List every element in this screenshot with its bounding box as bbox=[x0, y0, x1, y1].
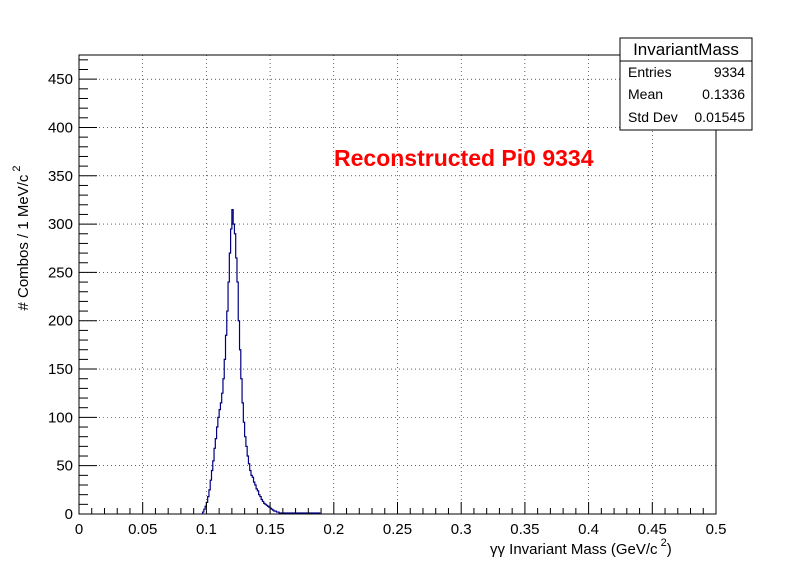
y-tick-label: 150 bbox=[48, 361, 73, 378]
x-tick-label: 0.05 bbox=[128, 521, 157, 538]
y-tick-label: 200 bbox=[48, 313, 73, 330]
stats-box: InvariantMass Entries 9334 Mean 0.1336 S… bbox=[619, 37, 753, 131]
y-axis: 0 50 100 150 200 250 300 350 400 450 bbox=[48, 59, 97, 523]
y-tick-label: 250 bbox=[48, 264, 73, 281]
stats-value-stddev: 0.01545 bbox=[694, 109, 745, 125]
stats-title: InvariantMass bbox=[633, 40, 739, 59]
x-tick-label: 0.15 bbox=[255, 521, 284, 538]
y-tick-label: 400 bbox=[48, 119, 73, 136]
x-axis-title-sup: 2 bbox=[661, 537, 667, 549]
y-tick-label: 0 bbox=[65, 506, 73, 523]
x-axis: 0 0.05 0.1 0.15 0.2 0.25 0.3 0.35 0.4 0.45 0.5 bbox=[75, 502, 727, 538]
histogram-line bbox=[201, 209, 321, 514]
stats-box-frame bbox=[619, 37, 753, 131]
stats-label-entries: Entries bbox=[628, 64, 672, 80]
y-axis-title-text: # Combos / 1 MeV/c bbox=[15, 174, 32, 310]
y-tick-label: 50 bbox=[56, 458, 73, 475]
annotation-text: Reconstructed Pi0 9334 bbox=[334, 145, 594, 171]
x-axis-title-close: ) bbox=[667, 541, 672, 558]
y-tick-label: 450 bbox=[48, 71, 73, 88]
stats-label-mean: Mean bbox=[628, 86, 663, 102]
x-tick-label: 0.3 bbox=[451, 521, 472, 538]
grid-lines bbox=[79, 55, 716, 514]
x-tick-label: 0.35 bbox=[510, 521, 539, 538]
x-tick-label: 0.45 bbox=[638, 521, 667, 538]
stats-value-mean: 0.1336 bbox=[702, 86, 745, 102]
y-axis-title-sup: 2 bbox=[11, 165, 23, 171]
x-tick-label: 0.1 bbox=[196, 521, 217, 538]
y-tick-label: 300 bbox=[48, 216, 73, 233]
x-tick-label: 0.25 bbox=[383, 521, 412, 538]
x-tick-label: 0 bbox=[75, 521, 83, 538]
x-tick-label: 0.5 bbox=[706, 521, 727, 538]
x-axis-title: γγ Invariant Mass (GeV/c 2) bbox=[490, 537, 672, 558]
stats-label-stddev: Std Dev bbox=[628, 109, 678, 125]
y-tick-label: 350 bbox=[48, 168, 73, 185]
x-tick-label: 0.4 bbox=[578, 521, 599, 538]
stats-value-entries: 9334 bbox=[714, 64, 745, 80]
x-axis-title-text: γγ Invariant Mass (GeV/c bbox=[490, 541, 658, 558]
x-tick-label: 0.2 bbox=[323, 521, 344, 538]
y-tick-label: 100 bbox=[48, 409, 73, 426]
y-axis-title: # Combos / 1 MeV/c 2 bbox=[11, 165, 32, 310]
